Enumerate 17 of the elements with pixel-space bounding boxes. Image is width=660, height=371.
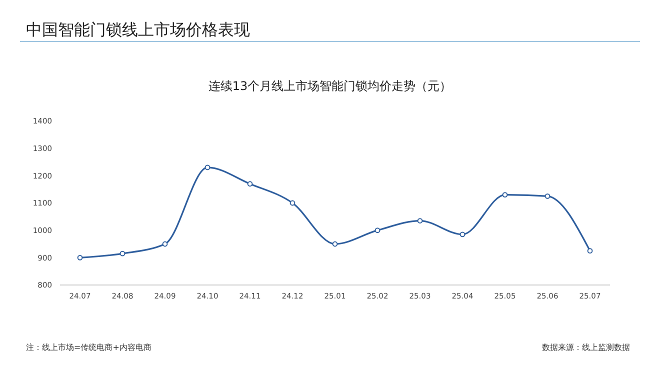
point bbox=[460, 232, 466, 238]
point bbox=[332, 241, 338, 247]
point bbox=[374, 228, 380, 234]
chart-title: 中国智能门锁线上市场价格表现 bbox=[26, 20, 250, 41]
source-note: 数据来源：线上监测数据 bbox=[542, 342, 630, 353]
point bbox=[247, 181, 253, 187]
point bbox=[77, 254, 83, 260]
point bbox=[417, 218, 423, 224]
point bbox=[502, 192, 508, 198]
point bbox=[290, 200, 296, 206]
chart-subtitle: 连续13个月线上市场智能门锁均价走势（元） bbox=[207, 78, 453, 95]
point bbox=[544, 193, 550, 199]
point bbox=[162, 241, 168, 247]
point bbox=[204, 164, 210, 170]
point bbox=[587, 248, 593, 254]
text: 注：线上市场=传统电商+内容电商 bbox=[26, 342, 152, 353]
point bbox=[120, 250, 126, 256]
